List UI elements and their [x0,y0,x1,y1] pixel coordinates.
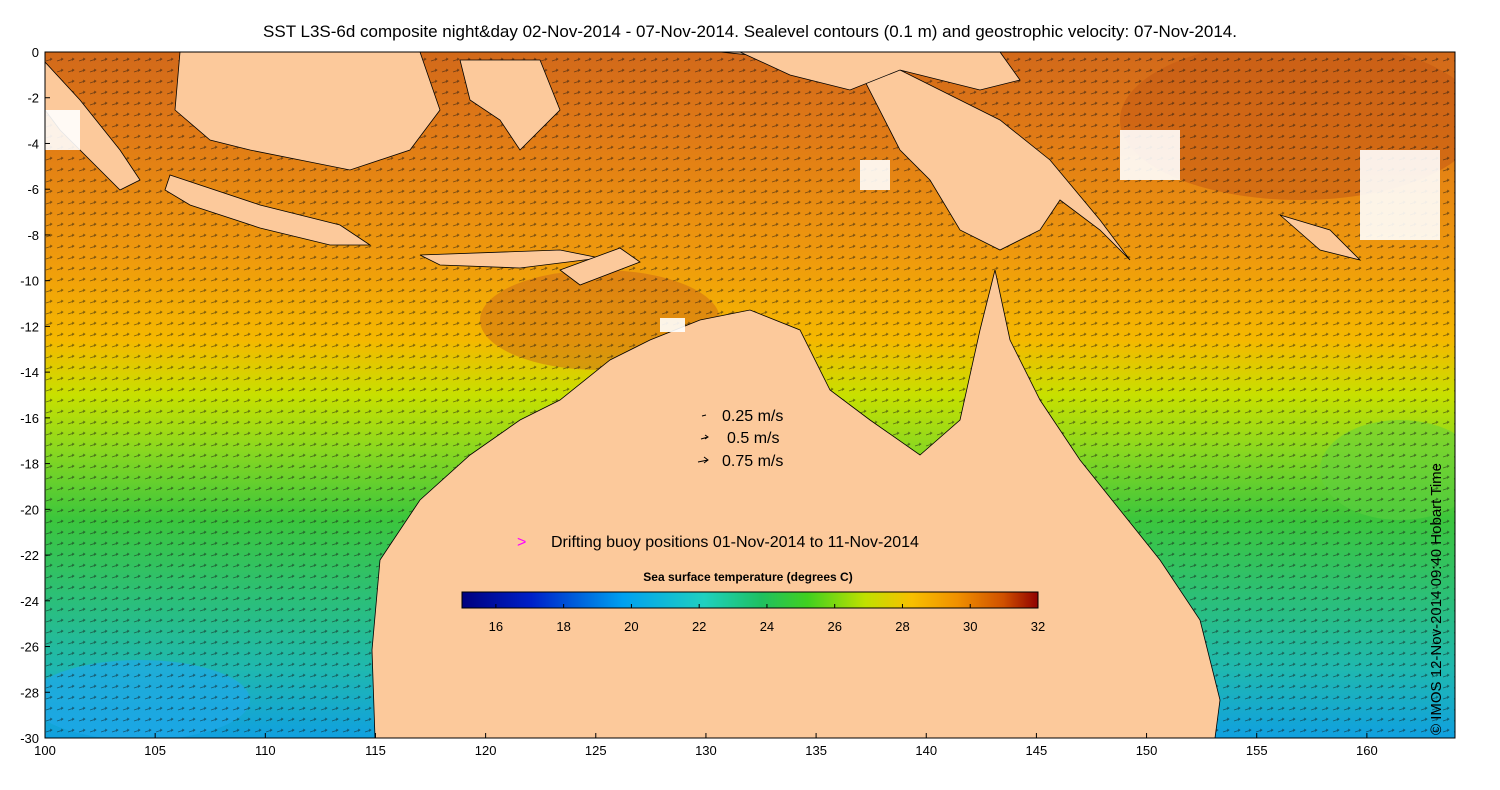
buoy-symbol: > [517,534,526,551]
x-tick-label: 155 [1246,743,1268,758]
x-tick-label: 115 [365,743,386,758]
y-tick-label: -4 [27,136,39,151]
velocity-arrow-025 [701,414,707,417]
borneo [174,52,441,171]
lesser-sunda [419,249,601,269]
velocity-legend: 0.25 m/s 0.5 m/s 0.75 m/s [697,408,783,470]
colorbar-tick-label: 20 [624,619,638,634]
y-tick-label: -22 [20,548,39,563]
sulawesi [459,59,561,151]
y-tick-label: -14 [20,365,39,380]
velocity-label-025: 0.25 m/s [722,408,783,425]
colorbar-ticks: 16 18 20 22 24 26 28 30 32 [489,604,1045,634]
x-tick-label: 145 [1026,743,1048,758]
y-tick-label: -18 [20,457,39,472]
australia [371,269,1221,738]
cloud-mask [45,110,1440,332]
y-tick-label: -6 [27,182,39,197]
x-tick-label: 110 [255,743,276,758]
chart-title: SST L3S-6d composite night&day 02-Nov-20… [263,22,1237,41]
y-tick-label: -2 [27,91,39,106]
x-tick-label: 140 [915,743,937,758]
colorbar: Sea surface temperature (degrees C) 16 18… [461,570,1045,634]
y-tick-label: 0 [32,45,39,60]
colorbar-tick-label: 30 [963,619,977,634]
y-tick-label: -10 [20,274,39,289]
plot-frame [44,51,1456,739]
y-tick-label: -26 [20,640,39,655]
colorbar-tick-label: 26 [827,619,841,634]
x-tick-label: 100 [34,743,56,758]
buoy-legend: > Drifting buoy positions 01-Nov-2014 to… [517,534,919,551]
y-tick-label: -16 [20,411,39,426]
x-tick-label: 150 [1136,743,1158,758]
x-tick-label: 135 [805,743,827,758]
colorbar-title: Sea surface temperature (degrees C) [643,570,852,584]
velocity-label-075: 0.75 m/s [722,453,783,470]
y-tick-label: -12 [20,319,39,334]
velocity-arrow-075 [697,456,709,464]
colorbar-tick-label: 16 [489,619,503,634]
x-tick-label: 160 [1356,743,1378,758]
colorbar-scale [461,591,1039,609]
land [45,52,1362,738]
y-tick-label: -30 [20,731,39,746]
buoy-label: Drifting buoy positions 01-Nov-2014 to 1… [551,534,919,551]
new-guinea-east [739,52,1021,91]
new-guinea [719,52,1131,261]
java [164,174,372,246]
y-tick-label: -20 [20,502,39,517]
colorbar-tick-label: 18 [556,619,570,634]
x-axis: 100 105 110 115 120 125 130 135 140 145 150 155 160 [34,733,1378,758]
y-tick-label: -24 [20,594,39,609]
new-britain [1279,214,1362,261]
credit-text: © IMOS 12-Nov-2014 09:40 Hobart Time [1428,462,1445,735]
y-axis: 0 -2 -4 -6 -8 -10 -12 -14 -16 -18 -20 -22 -24 -26 -28 -… [20,45,50,746]
colorbar-tick-label: 28 [895,619,909,634]
y-tick-label: -8 [27,228,39,243]
x-tick-label: 120 [475,743,497,758]
velocity-label-05: 0.5 m/s [727,430,779,447]
x-tick-label: 105 [144,743,166,758]
colorbar-tick-label: 32 [1031,619,1045,634]
y-tick-label: -28 [20,685,39,700]
x-tick-label: 125 [585,743,607,758]
velocity-arrow-05 [700,434,709,440]
timor [559,247,641,286]
x-tick-label: 130 [695,743,717,758]
colorbar-tick-label: 24 [760,619,774,634]
colorbar-tick-label: 22 [692,619,706,634]
